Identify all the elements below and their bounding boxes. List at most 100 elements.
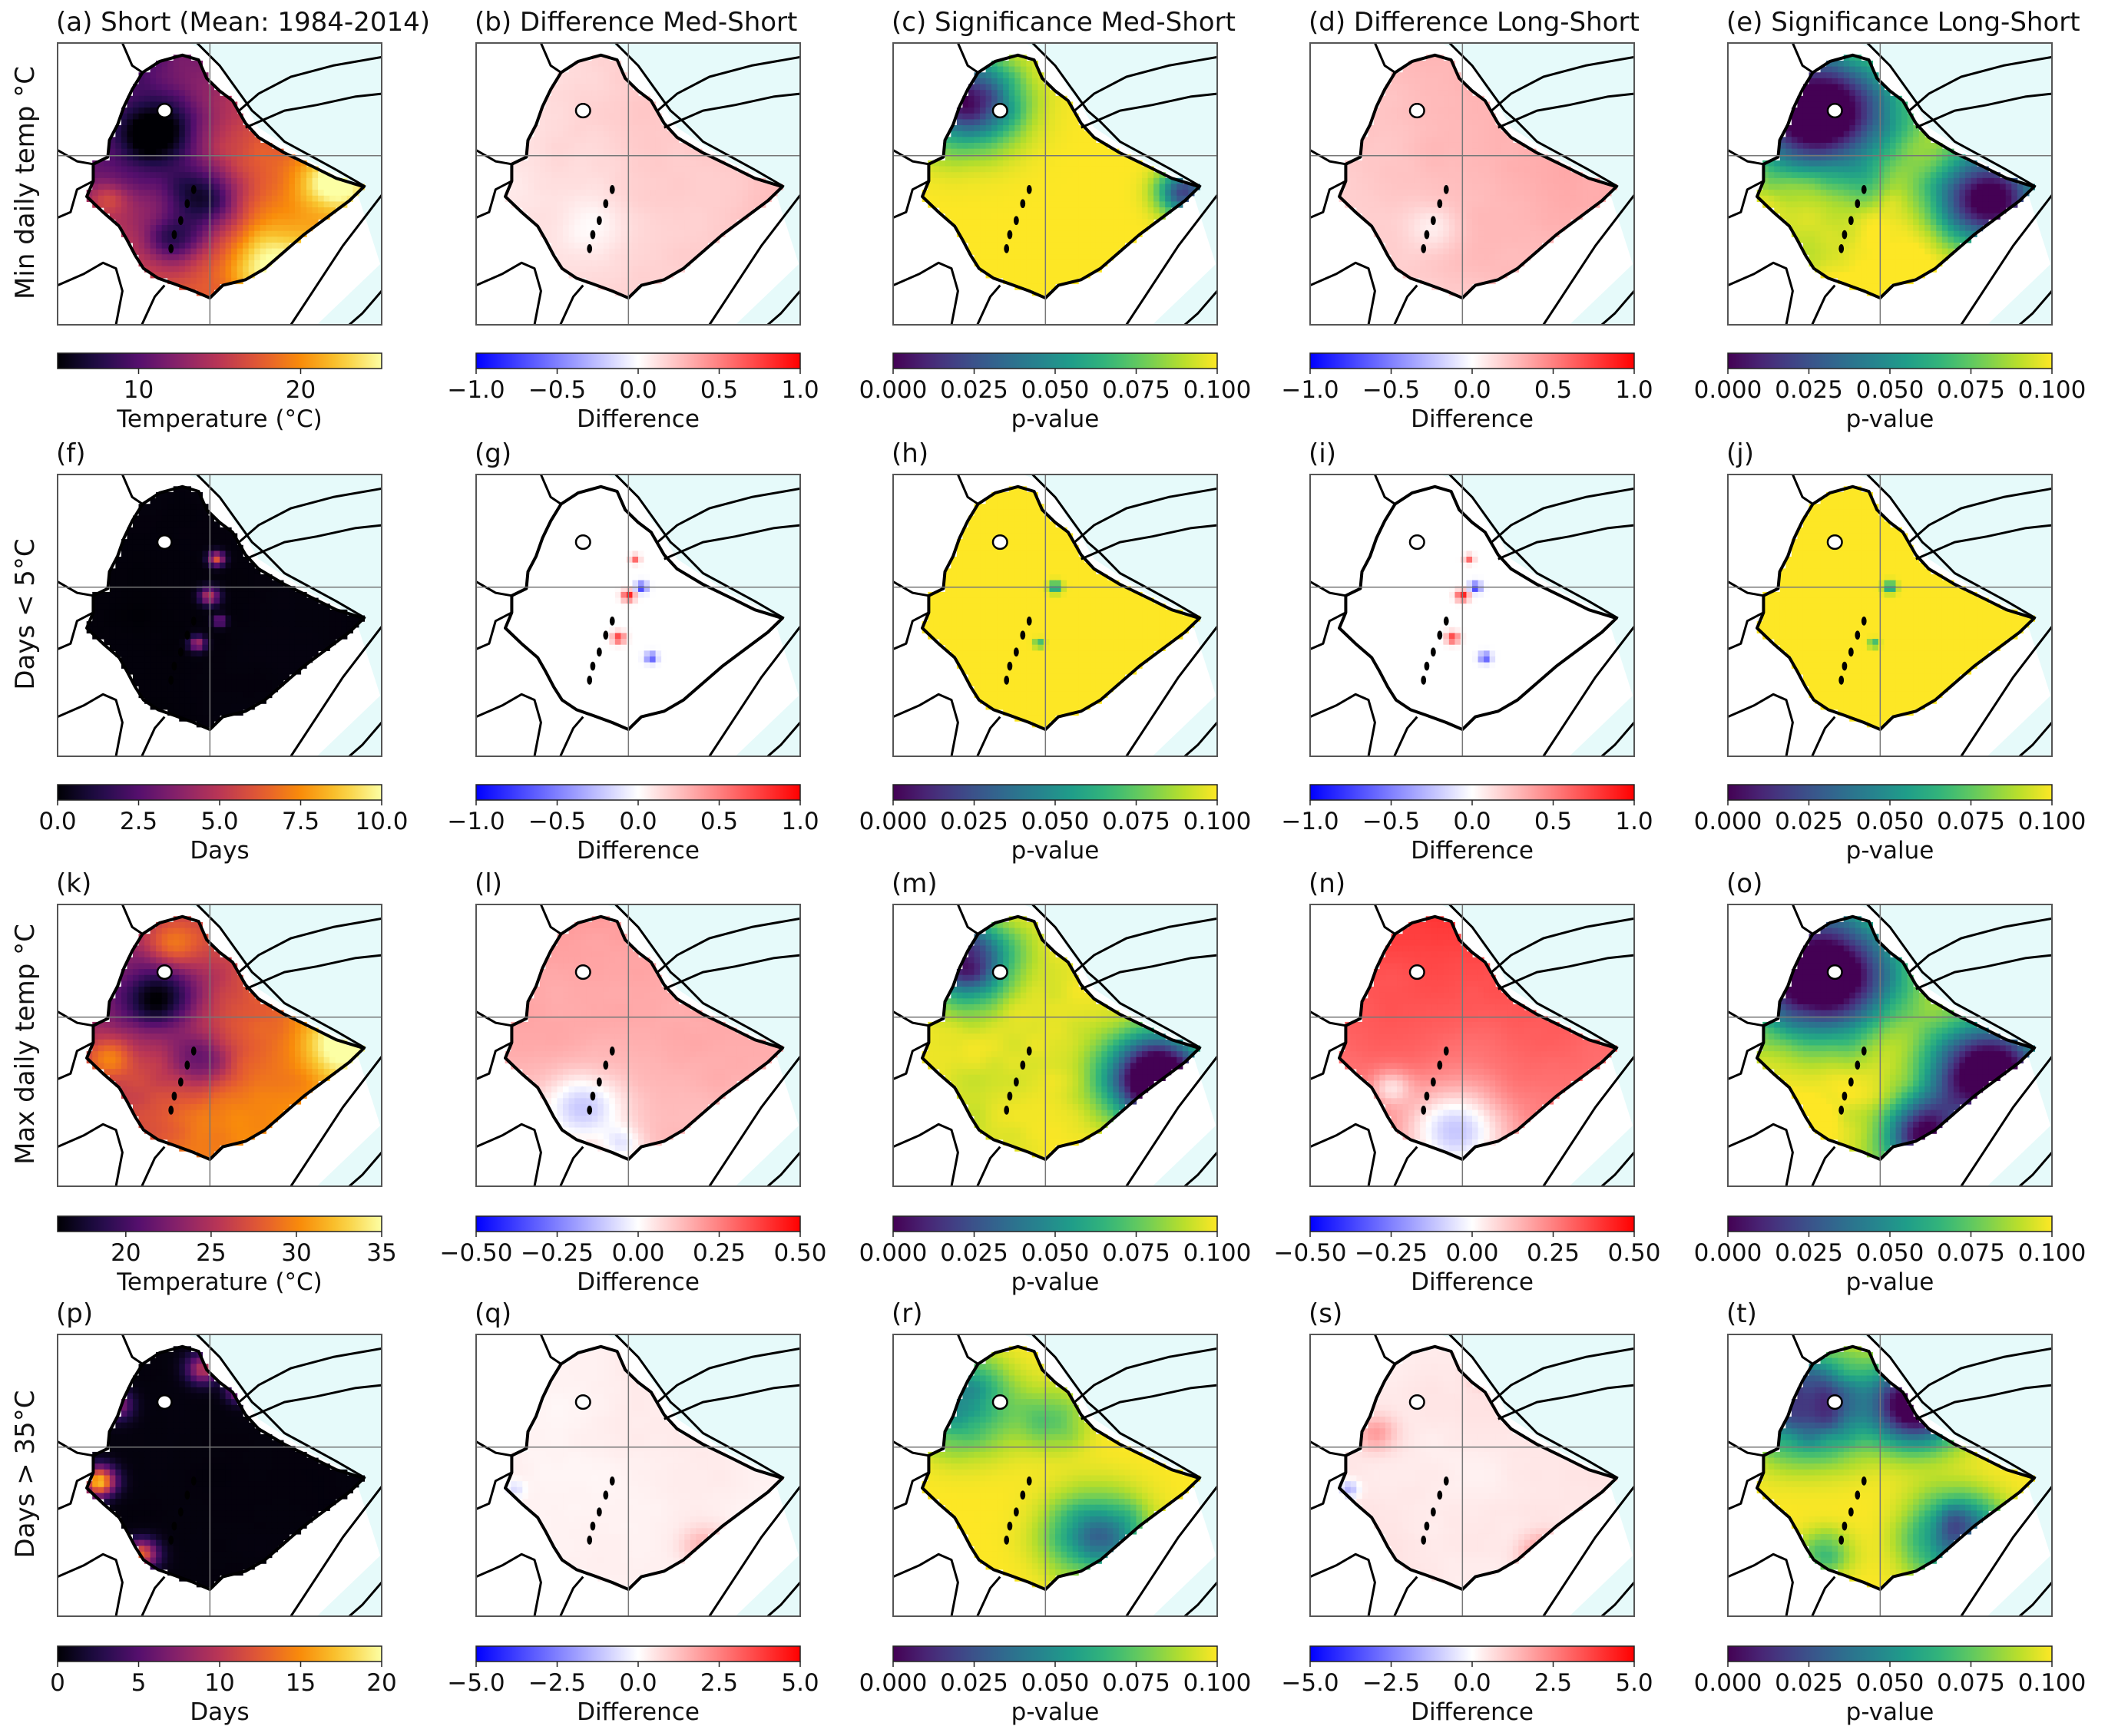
- map-frame: [1727, 1334, 2053, 1617]
- boundary-line: [245, 524, 382, 560]
- country-border: [1338, 53, 1618, 300]
- colorbar-tick-label: 0.100: [1183, 376, 1252, 404]
- boundary-line: [1183, 1582, 1217, 1616]
- data-field: [1756, 1346, 2035, 1588]
- rift-lake: [1838, 1536, 1845, 1545]
- data-field: [1756, 486, 2035, 728]
- sea-area: [1857, 475, 2052, 756]
- country-border: [1338, 1344, 1618, 1592]
- colorbar-tick-label: −1.0: [1281, 376, 1339, 404]
- rift-lake: [1838, 1106, 1845, 1115]
- boundary-line: [1310, 693, 1376, 756]
- sea-area: [1439, 43, 1634, 325]
- colorbar-tick-label: 0.100: [2018, 1239, 2087, 1267]
- boundary-line: [1310, 1041, 1347, 1080]
- lake-tana: [1408, 534, 1425, 551]
- boundary-line: [1542, 1486, 1634, 1616]
- boundary-line: [1728, 1471, 1765, 1510]
- map-area: [476, 43, 800, 325]
- rift-lake: [1421, 676, 1427, 685]
- rift-lake: [587, 676, 593, 685]
- rift-lake: [1848, 216, 1854, 226]
- boundary-line: [559, 1576, 584, 1616]
- panel-f: (f) 0.0 2.5 5.0 7.5 10.0 Days: [38, 438, 408, 865]
- sea-area: [1022, 43, 1217, 325]
- boundary-line: [476, 1010, 512, 1027]
- map-frame: [1309, 904, 1635, 1187]
- rift-lake: [1848, 1077, 1854, 1087]
- colorbar-tick-label: 0.025: [1775, 376, 1843, 404]
- rift-lake: [1430, 1077, 1436, 1087]
- boundary-line: [1074, 1347, 1217, 1404]
- colorbar-tick-label: 0.075: [1102, 808, 1170, 835]
- boundary-line: [893, 1041, 930, 1080]
- map-frame: [57, 42, 382, 326]
- boundary-line: [58, 261, 124, 325]
- boundary-line: [1448, 1334, 1619, 1480]
- panel-r: (r) 0.000 0.025 0.050 0.075 0.100 p-value: [859, 1298, 1252, 1726]
- rift-lake: [168, 1536, 174, 1545]
- boundary-line: [1374, 43, 1396, 74]
- colorbar-tick-label: 0.25: [1527, 1239, 1580, 1267]
- colorbar: 0.000 0.025 0.050 0.075 0.100 p-value: [859, 1645, 1251, 1726]
- boundary-line: [1792, 1334, 1814, 1365]
- colorbar-tick-label: 0.25: [693, 1239, 746, 1267]
- rift-lake: [1443, 616, 1449, 626]
- map-frame: [475, 42, 801, 326]
- boundary-line: [1125, 1486, 1217, 1616]
- boundary-line: [657, 917, 800, 974]
- boundary-line: [614, 1334, 785, 1480]
- colorbar-tick-label: 1.0: [781, 808, 819, 835]
- rift-lake: [1004, 1536, 1010, 1545]
- rift-lake: [1424, 1091, 1430, 1101]
- boundary-line: [1310, 580, 1346, 597]
- colorbar-label: Difference: [577, 1268, 700, 1296]
- colorbar-tick-label: 0.050: [1021, 1239, 1090, 1267]
- boundary-line: [893, 611, 930, 650]
- colorbar-gradient: [1727, 352, 2053, 369]
- panel-g: (g) −1.0 −0.5 0.0 0.5 1.0 Difference: [447, 438, 819, 865]
- map-frame: [1727, 904, 2053, 1187]
- boundary-line: [2018, 290, 2052, 325]
- boundary-line: [559, 284, 584, 325]
- colorbar-tick-label: 0.000: [1694, 1239, 1762, 1267]
- boundary-line: [664, 92, 800, 129]
- rift-lake: [1855, 199, 1861, 209]
- boundary-line: [1393, 1146, 1418, 1186]
- boundary-line: [1866, 1334, 2037, 1480]
- boundary-line: [1310, 1552, 1376, 1616]
- lake-tana: [991, 964, 1008, 980]
- colorbar-tick-label: −1.0: [447, 376, 505, 404]
- boundary-line: [1448, 904, 1619, 1050]
- boundary-line: [893, 149, 929, 166]
- colorbar-tick-label: −0.5: [1362, 808, 1420, 835]
- rift-lake: [184, 630, 190, 640]
- colorbar-tick-label: 0.0: [1453, 1669, 1491, 1697]
- rift-lake: [603, 1060, 609, 1070]
- colorbar-tick-label: 0.5: [1534, 808, 1572, 835]
- colorbar-tick-label: 5.0: [781, 1669, 819, 1697]
- colorbar-tick-label: 0.0: [619, 1669, 657, 1697]
- colorbar-tick-label: 0.000: [859, 1239, 928, 1267]
- panel-k: (k) 20 25 30 35 Temperature (°C): [56, 868, 397, 1296]
- country-border: [85, 1344, 366, 1592]
- map-frame: [1309, 42, 1635, 326]
- colorbar-label: Difference: [1411, 405, 1534, 433]
- boundary-line: [1915, 92, 2052, 129]
- boundary-line: [1915, 1384, 2052, 1420]
- boundary-line: [1811, 284, 1836, 325]
- rift-lake: [1007, 1091, 1013, 1101]
- rift-lake: [1842, 230, 1848, 240]
- rift-lake: [177, 216, 184, 226]
- colorbar-gradient: [892, 352, 1218, 369]
- sea-area: [1439, 904, 1634, 1186]
- boundary-line: [58, 1440, 94, 1457]
- colorbar-tick-label: 1.0: [781, 376, 819, 404]
- colorbar-tick-label: 0.050: [1021, 376, 1090, 404]
- boundary-line: [476, 180, 513, 219]
- boundary-line: [614, 43, 785, 188]
- sea-area: [1022, 475, 1217, 756]
- rift-lake: [603, 199, 609, 209]
- row-labels: Min daily temp °C Days < 5°C Max daily tem…: [10, 66, 41, 1558]
